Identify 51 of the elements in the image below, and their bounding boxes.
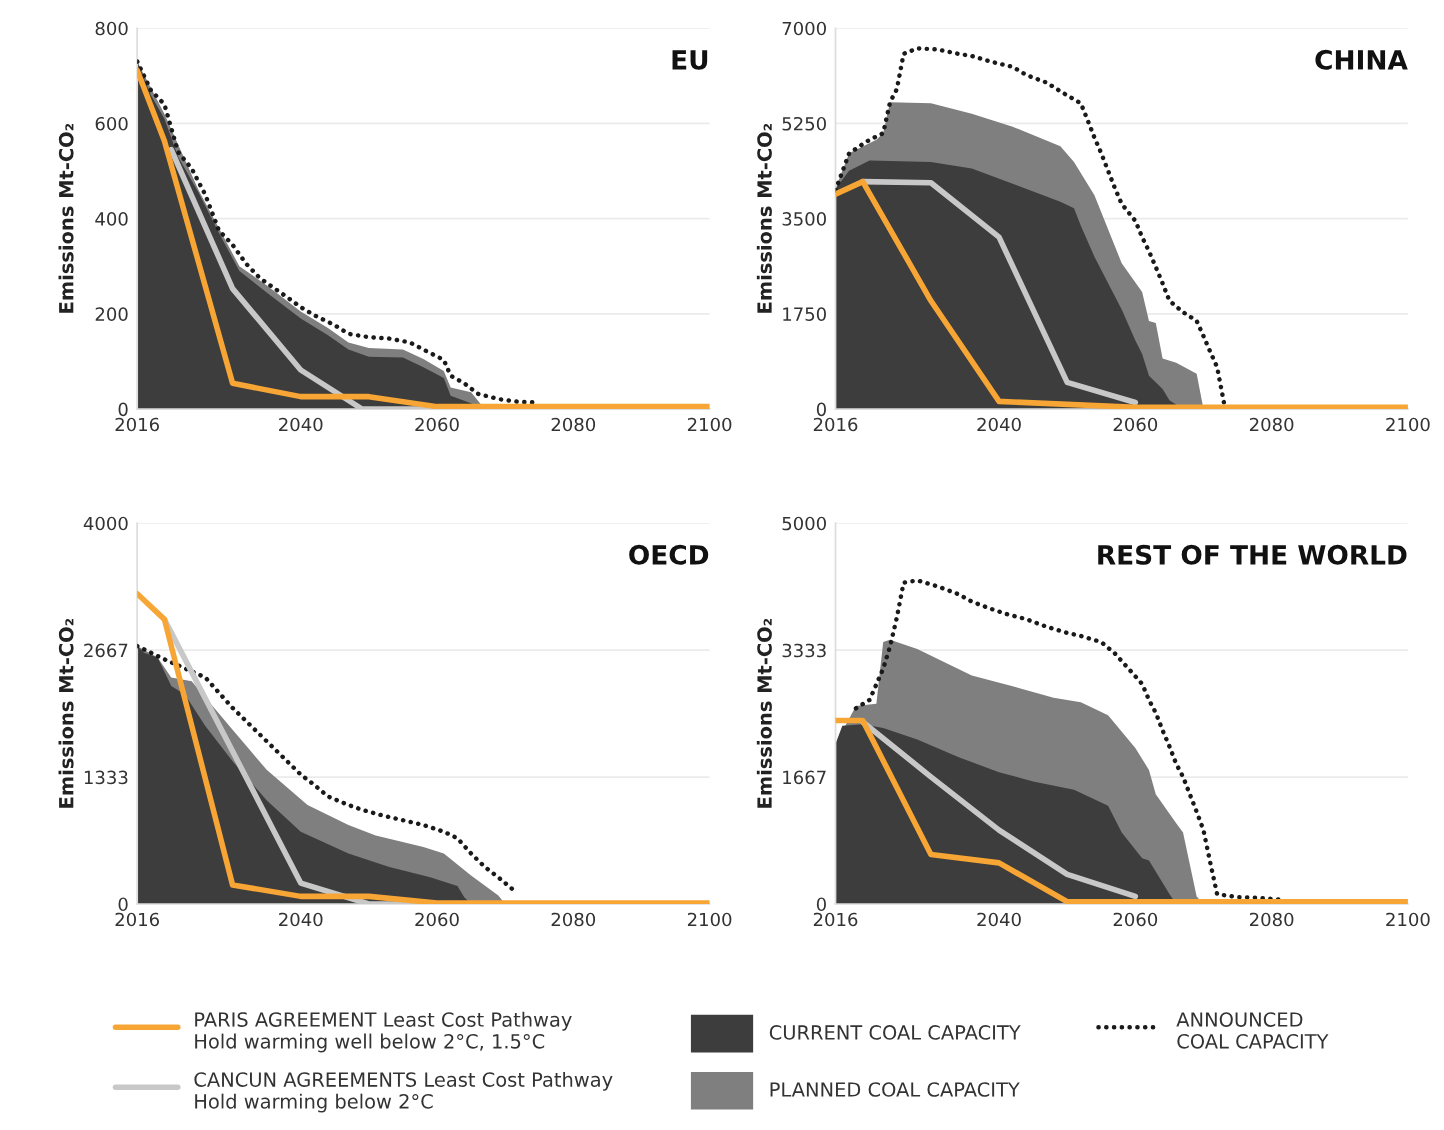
y-tick-label: 200 — [95, 307, 128, 321]
x-tick-label: 2100 — [1386, 417, 1430, 432]
y-axis-title: Emissions Mt-CO₂ — [756, 618, 772, 808]
x-tick-label: 2060 — [1113, 417, 1158, 432]
x-tick-label: 2060 — [415, 417, 459, 432]
x-tick-label: 2100 — [687, 912, 732, 927]
y-tick-label: 0 — [118, 897, 128, 912]
y-tick-label: 5000 — [782, 516, 826, 531]
x-tick-label: 2080 — [1249, 912, 1294, 927]
legend-label: PLANNED COAL CAPACITY — [770, 1082, 1020, 1097]
x-tick-label: 2080 — [551, 912, 596, 927]
x-tick-label: 2040 — [977, 912, 1021, 927]
x-tick-label: 2100 — [687, 417, 732, 432]
x-tick-label: 2016 — [813, 912, 858, 927]
y-tick-label: 2667 — [84, 643, 128, 658]
legend-label: PARIS AGREEMENT Least Cost Pathway Hold warming well below 2°C, 1.5°C — [195, 1011, 572, 1053]
y-tick-label: 1750 — [783, 307, 826, 321]
y-axis-title: Emissions Mt-CO₂ — [58, 618, 74, 808]
legend-label: CURRENT COAL CAPACITY — [769, 1025, 1021, 1040]
x-tick-label: 2100 — [1386, 912, 1430, 927]
y-tick-label: 600 — [95, 116, 128, 131]
text: EU — [672, 50, 708, 70]
x-tick-label: 2040 — [977, 417, 1021, 432]
legend-label: ANNOUNCED COAL CAPACITY — [1176, 1012, 1329, 1049]
x-tick-label: 2016 — [813, 417, 858, 432]
y-tick-label: 7000 — [782, 21, 826, 36]
x-tick-label: 2080 — [551, 417, 596, 432]
y-tick-label: 4000 — [83, 516, 128, 531]
y-tick-label: 5250 — [782, 116, 826, 131]
text: OECD — [629, 544, 709, 565]
y-tick-label: 0 — [118, 402, 128, 417]
x-tick-label: 2080 — [1249, 417, 1294, 432]
x-tick-label: 2060 — [1113, 912, 1158, 927]
legend-label: CANCUN AGREEMENTS Least Cost Pathway Hold warming below 2°C — [194, 1071, 613, 1113]
y-tick-label: 3500 — [782, 212, 826, 226]
y-tick-label: 400 — [95, 212, 128, 226]
y-tick-label: 3333 — [782, 643, 826, 658]
text: CHINA — [1315, 49, 1408, 70]
y-axis-title: Emissions Mt-CO₂ — [58, 123, 74, 313]
y-tick-label: 1333 — [84, 770, 128, 785]
y-tick-label: 1667 — [783, 770, 826, 785]
y-tick-label: 0 — [816, 402, 826, 417]
x-tick-label: 2016 — [115, 417, 160, 432]
text: REST OF THE WORLD — [1098, 544, 1407, 565]
x-tick-label: 2040 — [279, 912, 323, 927]
x-tick-label: 2060 — [415, 912, 459, 927]
x-tick-label: 2040 — [279, 417, 323, 432]
y-axis-title: Emissions Mt-CO₂ — [756, 123, 772, 313]
y-tick-label: 800 — [95, 21, 128, 36]
y-tick-label: 0 — [816, 897, 826, 912]
x-tick-label: 2016 — [115, 912, 160, 927]
